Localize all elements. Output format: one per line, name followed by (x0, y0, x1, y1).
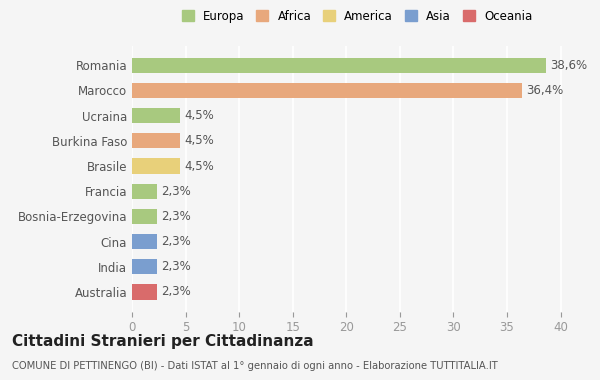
Text: COMUNE DI PETTINENGO (BI) - Dati ISTAT al 1° gennaio di ogni anno - Elaborazione: COMUNE DI PETTINENGO (BI) - Dati ISTAT a… (12, 361, 498, 370)
Text: 4,5%: 4,5% (185, 160, 214, 173)
Bar (132, 133, 180, 148)
Text: 4,5%: 4,5% (185, 134, 214, 147)
Text: Cittadini Stranieri per Cittadinanza: Cittadini Stranieri per Cittadinanza (12, 334, 314, 349)
Legend: Europa, Africa, America, Asia, Oceania: Europa, Africa, America, Asia, Oceania (176, 4, 538, 28)
Text: 2,3%: 2,3% (161, 260, 191, 273)
Text: 2,3%: 2,3% (161, 235, 191, 248)
Text: 36,4%: 36,4% (526, 84, 563, 97)
Text: 4,5%: 4,5% (185, 109, 214, 122)
Bar (132, 259, 157, 274)
Bar (132, 284, 157, 299)
Bar (132, 158, 180, 174)
Text: 2,3%: 2,3% (161, 185, 191, 198)
Bar (132, 83, 522, 98)
Bar (132, 209, 157, 224)
Bar (132, 184, 157, 199)
Bar (132, 234, 157, 249)
Text: 2,3%: 2,3% (161, 210, 191, 223)
Bar (132, 108, 180, 123)
Bar (132, 58, 545, 73)
Text: 2,3%: 2,3% (161, 285, 191, 298)
Text: 38,6%: 38,6% (550, 59, 587, 72)
